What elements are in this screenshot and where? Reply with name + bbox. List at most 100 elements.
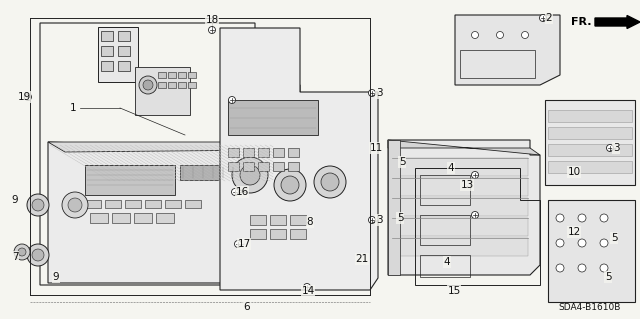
Text: SDA4-B1610B: SDA4-B1610B xyxy=(559,303,621,313)
Text: 19: 19 xyxy=(17,92,31,102)
Bar xyxy=(188,82,196,88)
Polygon shape xyxy=(455,15,560,85)
Bar xyxy=(180,165,255,180)
Bar xyxy=(101,61,113,71)
Circle shape xyxy=(600,264,608,272)
Bar xyxy=(118,31,130,41)
FancyArrow shape xyxy=(595,16,640,28)
Bar xyxy=(101,46,113,56)
Bar xyxy=(460,50,535,78)
Circle shape xyxy=(68,198,82,212)
Bar xyxy=(118,61,130,71)
Text: 5: 5 xyxy=(399,157,405,167)
Bar xyxy=(288,148,299,157)
Text: 13: 13 xyxy=(460,180,474,190)
Circle shape xyxy=(18,248,26,256)
Polygon shape xyxy=(220,28,378,290)
Text: 3: 3 xyxy=(612,143,620,153)
Bar xyxy=(101,31,113,41)
Bar xyxy=(134,213,152,223)
Bar xyxy=(135,67,190,115)
Circle shape xyxy=(234,241,241,248)
Bar xyxy=(185,200,201,208)
Circle shape xyxy=(303,284,310,291)
Bar xyxy=(105,200,121,208)
Circle shape xyxy=(497,32,504,39)
Circle shape xyxy=(228,97,236,103)
Circle shape xyxy=(369,90,376,97)
Bar xyxy=(168,82,176,88)
Bar xyxy=(270,229,286,239)
Circle shape xyxy=(24,93,31,100)
Circle shape xyxy=(143,80,153,90)
Text: 12: 12 xyxy=(568,227,580,237)
Text: 17: 17 xyxy=(237,239,251,249)
Text: 14: 14 xyxy=(301,286,315,296)
Bar xyxy=(90,213,108,223)
Bar xyxy=(250,229,266,239)
Circle shape xyxy=(578,214,586,222)
Text: 8: 8 xyxy=(307,217,314,227)
Circle shape xyxy=(472,211,479,219)
Circle shape xyxy=(32,249,44,261)
Bar xyxy=(168,72,176,78)
Bar xyxy=(273,162,284,171)
Bar xyxy=(548,127,632,139)
Bar xyxy=(420,255,470,277)
Polygon shape xyxy=(545,100,635,185)
Bar xyxy=(243,162,254,171)
Bar xyxy=(165,200,181,208)
Bar xyxy=(125,200,141,208)
Circle shape xyxy=(27,194,49,216)
Circle shape xyxy=(209,26,216,33)
Bar xyxy=(118,46,130,56)
Circle shape xyxy=(232,189,239,196)
Bar xyxy=(290,229,306,239)
Circle shape xyxy=(314,166,346,198)
Bar xyxy=(250,215,266,225)
Bar xyxy=(228,100,318,135)
Text: 9: 9 xyxy=(12,195,19,205)
Bar xyxy=(273,148,284,157)
Circle shape xyxy=(32,199,44,211)
Text: 11: 11 xyxy=(369,143,383,153)
Text: 7: 7 xyxy=(12,252,19,262)
Circle shape xyxy=(232,157,268,193)
Text: 4: 4 xyxy=(448,163,454,173)
Circle shape xyxy=(600,239,608,247)
Text: 16: 16 xyxy=(236,187,248,197)
Circle shape xyxy=(14,244,30,260)
Bar xyxy=(85,200,101,208)
Bar xyxy=(258,148,269,157)
Bar xyxy=(258,162,269,171)
Text: 5: 5 xyxy=(605,272,611,282)
Bar xyxy=(178,72,186,78)
Bar xyxy=(290,215,306,225)
Bar xyxy=(228,148,239,157)
Polygon shape xyxy=(388,140,400,275)
Circle shape xyxy=(578,239,586,247)
Bar xyxy=(188,72,196,78)
Bar xyxy=(270,215,286,225)
Polygon shape xyxy=(388,140,540,155)
Circle shape xyxy=(472,172,479,179)
Bar xyxy=(392,218,528,236)
Bar xyxy=(548,110,632,122)
Text: 21: 21 xyxy=(355,254,369,264)
Bar xyxy=(158,72,166,78)
Bar xyxy=(158,82,166,88)
Polygon shape xyxy=(48,142,275,283)
Circle shape xyxy=(607,145,614,152)
Circle shape xyxy=(472,32,479,39)
Text: 2: 2 xyxy=(546,13,552,23)
Bar xyxy=(112,213,130,223)
Bar xyxy=(85,165,175,195)
Bar xyxy=(392,238,528,256)
Bar xyxy=(228,162,239,171)
Text: 9: 9 xyxy=(52,272,60,282)
Circle shape xyxy=(27,244,49,266)
Circle shape xyxy=(578,264,586,272)
Circle shape xyxy=(62,192,88,218)
Bar xyxy=(145,200,161,208)
Bar xyxy=(156,213,174,223)
